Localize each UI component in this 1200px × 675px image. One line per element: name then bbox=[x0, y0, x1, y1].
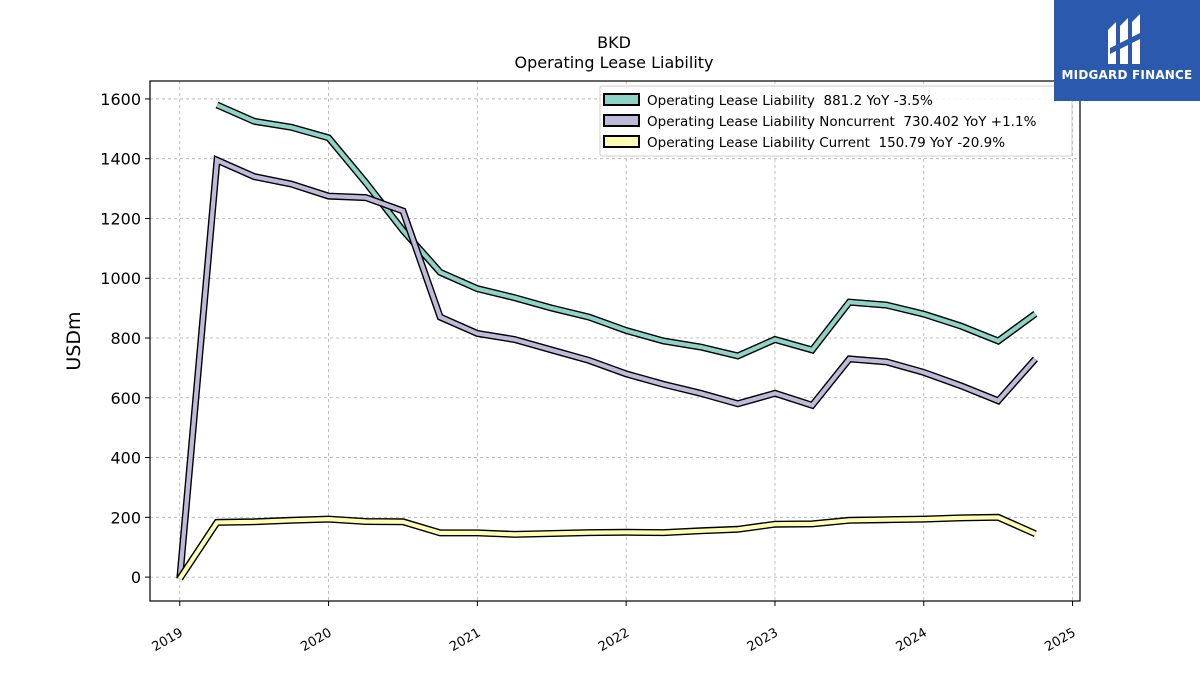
y-tick-label: 800 bbox=[110, 329, 141, 348]
x-tick-label: 2022 bbox=[596, 625, 632, 655]
legend: Operating Lease Liability 881.2 YoY -3.5… bbox=[599, 85, 1073, 157]
series-1 bbox=[215, 101, 1038, 360]
legend-label: Operating Lease Liability 881.2 YoY -3.5… bbox=[647, 93, 933, 109]
plot-frame bbox=[149, 80, 1081, 602]
series-line-outline bbox=[176, 513, 1037, 581]
legend-swatch bbox=[603, 135, 640, 148]
midgard-finance-logo: MIDGARD FINANCE bbox=[1054, 0, 1200, 101]
legend-swatch bbox=[603, 93, 640, 106]
y-tick-label: 200 bbox=[110, 508, 141, 527]
series-line bbox=[178, 515, 1037, 580]
y-tick-label: 1000 bbox=[100, 269, 141, 288]
series-2 bbox=[176, 155, 1039, 579]
y-tick-label: 1200 bbox=[100, 209, 141, 228]
series-line bbox=[216, 102, 1037, 359]
x-tick-label: 2021 bbox=[447, 625, 483, 655]
chart-title: BKD bbox=[597, 33, 631, 52]
y-axis-label: USDm bbox=[63, 311, 85, 370]
chart-subtitle: Operating Lease Liability bbox=[514, 53, 713, 72]
series-line bbox=[177, 157, 1037, 579]
legend-box bbox=[599, 85, 1073, 157]
legend-label: Operating Lease Liability Current 150.79… bbox=[647, 135, 1005, 151]
y-tick-label: 600 bbox=[110, 389, 141, 408]
x-tick-label: 2025 bbox=[1042, 625, 1078, 655]
x-tick-label: 2024 bbox=[894, 625, 930, 655]
y-tick-label: 0 bbox=[131, 568, 141, 587]
x-tick-label: 2020 bbox=[298, 625, 334, 655]
series-lines bbox=[176, 101, 1039, 581]
logo-mark-icon bbox=[1108, 14, 1142, 64]
series-3 bbox=[176, 513, 1037, 581]
y-tick-label: 1600 bbox=[100, 90, 141, 109]
logo-text: MIDGARD FINANCE bbox=[1061, 68, 1193, 82]
legend-label: Operating Lease Liability Noncurrent 730… bbox=[647, 114, 1037, 130]
y-tick-label: 400 bbox=[110, 449, 141, 468]
y-tick-label: 1400 bbox=[100, 150, 141, 169]
legend-swatch bbox=[603, 114, 640, 127]
x-tick-label: 2023 bbox=[745, 625, 781, 655]
x-tick-label: 2019 bbox=[150, 625, 186, 655]
